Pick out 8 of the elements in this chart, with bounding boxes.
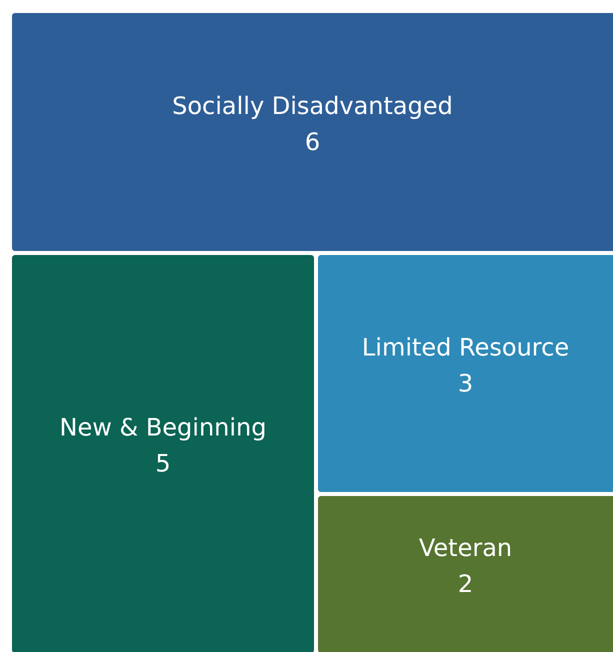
data-label: 5: [155, 450, 171, 478]
category-label: Veteran: [418, 534, 512, 562]
category-label: Limited Resource: [362, 334, 570, 362]
data-label: 6: [304, 128, 320, 156]
category-label: New & Beginning: [60, 414, 266, 442]
data-label: 3: [458, 370, 474, 398]
category-label: Socially Disadvantaged: [172, 92, 453, 120]
data-label: 2: [458, 570, 474, 598]
